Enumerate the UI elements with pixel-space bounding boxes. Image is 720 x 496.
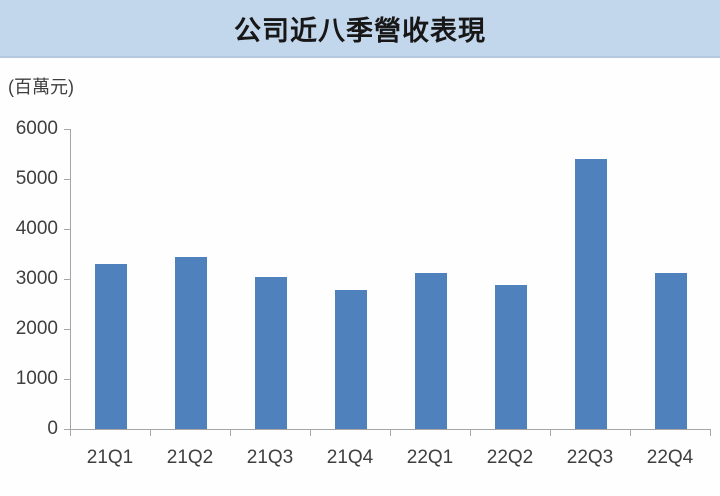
y-tick-label: 5000 [15, 168, 58, 189]
y-tick-label: 6000 [15, 118, 58, 139]
y-tick-label: 0 [47, 418, 58, 439]
x-tick-label: 21Q4 [326, 447, 374, 468]
x-tick-mark [470, 430, 471, 436]
bar-slot [471, 129, 551, 429]
y-tick-mark [64, 429, 70, 430]
x-tick-label: 21Q3 [246, 447, 294, 468]
y-tick-label: 1000 [15, 368, 58, 389]
y-tick-mark [64, 229, 70, 230]
plot-area [70, 129, 711, 430]
bar-21Q4 [335, 290, 367, 429]
bar-21Q1 [95, 264, 127, 429]
y-tick-mark [64, 279, 70, 280]
chart-title-banner: 公司近八季營收表現 [0, 0, 720, 58]
x-tick-mark [710, 430, 711, 436]
bar-slot [151, 129, 231, 429]
y-tick-mark [64, 379, 70, 380]
bar-slot [71, 129, 151, 429]
bar-slot [631, 129, 711, 429]
x-tick-mark [630, 430, 631, 436]
x-tick-mark [70, 430, 71, 436]
bar-slot [231, 129, 311, 429]
x-tick-mark [150, 430, 151, 436]
bar-slot [311, 129, 391, 429]
y-tick-mark [64, 179, 70, 180]
y-tick-mark [64, 329, 70, 330]
x-tick-mark [310, 430, 311, 436]
bar-22Q1 [415, 273, 447, 429]
x-tick-mark [550, 430, 551, 436]
x-tick-label: 21Q2 [166, 447, 214, 468]
chart-title: 公司近八季營收表現 [234, 15, 486, 46]
bar-22Q4 [655, 273, 687, 429]
x-tick-label: 22Q2 [486, 447, 534, 468]
x-tick-mark [230, 430, 231, 436]
bar-slot [391, 129, 471, 429]
bar-slot [551, 129, 631, 429]
bar-22Q3 [575, 159, 607, 429]
y-tick-label: 3000 [15, 268, 58, 289]
x-tick-mark [390, 430, 391, 436]
y-axis-unit-label: (百萬元) [8, 77, 74, 97]
x-tick-label: 22Q1 [406, 447, 454, 468]
bar-21Q2 [175, 257, 207, 429]
x-tick-label: 22Q3 [566, 447, 614, 468]
x-tick-label: 22Q4 [646, 447, 694, 468]
y-tick-label: 4000 [15, 218, 58, 239]
y-tick-label: 2000 [15, 318, 58, 339]
bar-22Q2 [495, 285, 527, 429]
bar-21Q3 [255, 277, 287, 429]
y-tick-mark [64, 129, 70, 130]
x-tick-label: 21Q1 [86, 447, 134, 468]
